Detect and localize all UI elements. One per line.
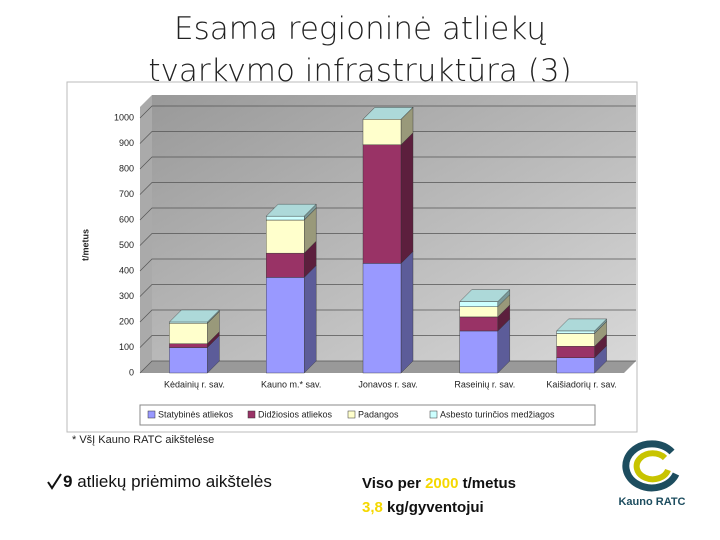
y-tick-label: 0 bbox=[129, 367, 134, 377]
bar-top bbox=[265, 203, 317, 217]
bar bbox=[266, 252, 305, 278]
bar bbox=[266, 277, 305, 374]
legend-label: Padangos bbox=[358, 409, 399, 419]
bar-top bbox=[459, 289, 511, 302]
bar-top bbox=[168, 309, 220, 323]
slide-title: Esama regioninė atliekų tvarkymo infrast… bbox=[148, 11, 572, 89]
y-axis-label: t/metus bbox=[80, 229, 90, 261]
side-wall bbox=[140, 95, 152, 373]
bar bbox=[459, 316, 498, 332]
x-tick-label: Kauno m.* sav. bbox=[261, 379, 321, 389]
stat-value: 3,8 bbox=[362, 499, 383, 516]
grid-line bbox=[139, 182, 636, 195]
x-tick-label: Raseinių r. sav. bbox=[454, 379, 515, 389]
bullet: 9 atliekų priėmimo aikštelės bbox=[45, 472, 272, 492]
x-tick-label: Jonavos r. sav. bbox=[358, 379, 417, 389]
x-tick-label: Kėdainių r. sav. bbox=[164, 379, 225, 389]
y-tick-label: 600 bbox=[119, 214, 134, 224]
stat-value: 2000 bbox=[425, 475, 459, 492]
bar-side bbox=[400, 250, 414, 374]
y-tick-label: 1000 bbox=[114, 112, 134, 122]
bar-side bbox=[400, 132, 414, 264]
grid-line bbox=[139, 105, 636, 119]
grid-line bbox=[139, 258, 636, 272]
grid-line bbox=[139, 131, 636, 144]
bullet-text: atliekų priėmimo aikštelės bbox=[77, 472, 272, 491]
bar bbox=[556, 357, 595, 374]
y-tick-label: 200 bbox=[119, 316, 134, 326]
grid-line bbox=[139, 207, 636, 221]
y-tick-label: 100 bbox=[119, 342, 134, 352]
legend-label: Statybinės atliekos bbox=[158, 409, 234, 419]
legend-label: Asbesto turinčios medžiagos bbox=[440, 409, 555, 419]
footnote: * VšĮ Kauno RATC aikštelėse bbox=[72, 434, 214, 446]
bar bbox=[362, 263, 402, 374]
bar-top bbox=[362, 107, 414, 120]
grid-line bbox=[139, 233, 636, 246]
bar bbox=[169, 343, 208, 348]
bar bbox=[266, 215, 305, 221]
bar bbox=[169, 323, 208, 344]
bar bbox=[362, 144, 402, 264]
bar bbox=[459, 301, 498, 307]
bar bbox=[556, 346, 595, 358]
y-tick-label: 900 bbox=[119, 138, 134, 148]
legend-swatch bbox=[429, 410, 438, 419]
legend-label: Didžiosios atliekos bbox=[258, 409, 333, 419]
bar bbox=[266, 219, 305, 254]
logo-text: Kauno RATC bbox=[618, 496, 685, 508]
y-tick-label: 700 bbox=[119, 189, 134, 199]
bar bbox=[556, 333, 595, 347]
logo: Kauno RATC bbox=[618, 440, 686, 508]
grid-line bbox=[139, 156, 636, 170]
legend-swatch bbox=[147, 410, 156, 419]
grid-line bbox=[139, 284, 636, 297]
bullet-count: 9 bbox=[63, 472, 73, 491]
legend-box bbox=[139, 404, 596, 426]
bar bbox=[362, 119, 402, 145]
bar bbox=[556, 330, 595, 334]
bar-top bbox=[556, 318, 608, 332]
stat-suffix: t/metus bbox=[462, 475, 516, 492]
bar bbox=[169, 347, 208, 374]
bar bbox=[459, 306, 498, 318]
stat-line: Viso per 2000 t/metus bbox=[362, 472, 516, 496]
y-tick-label: 500 bbox=[119, 240, 134, 250]
stat-prefix: Viso per bbox=[362, 475, 421, 492]
x-tick-label: Kaišiadorių r. sav. bbox=[546, 379, 616, 389]
check-icon bbox=[47, 473, 62, 490]
y-tick-label: 800 bbox=[119, 163, 134, 173]
bar bbox=[459, 330, 498, 374]
stats: Viso per 2000 t/metus 3,8 kg/gyventojui bbox=[362, 472, 516, 520]
y-tick-label: 400 bbox=[119, 265, 134, 275]
legend-swatch bbox=[247, 410, 256, 419]
stat-line: 3,8 kg/gyventojui bbox=[362, 496, 516, 520]
stat-suffix: kg/gyventojui bbox=[387, 499, 484, 516]
bar-side bbox=[304, 264, 317, 374]
legend-swatch bbox=[347, 410, 356, 419]
y-tick-label: 300 bbox=[119, 291, 134, 301]
